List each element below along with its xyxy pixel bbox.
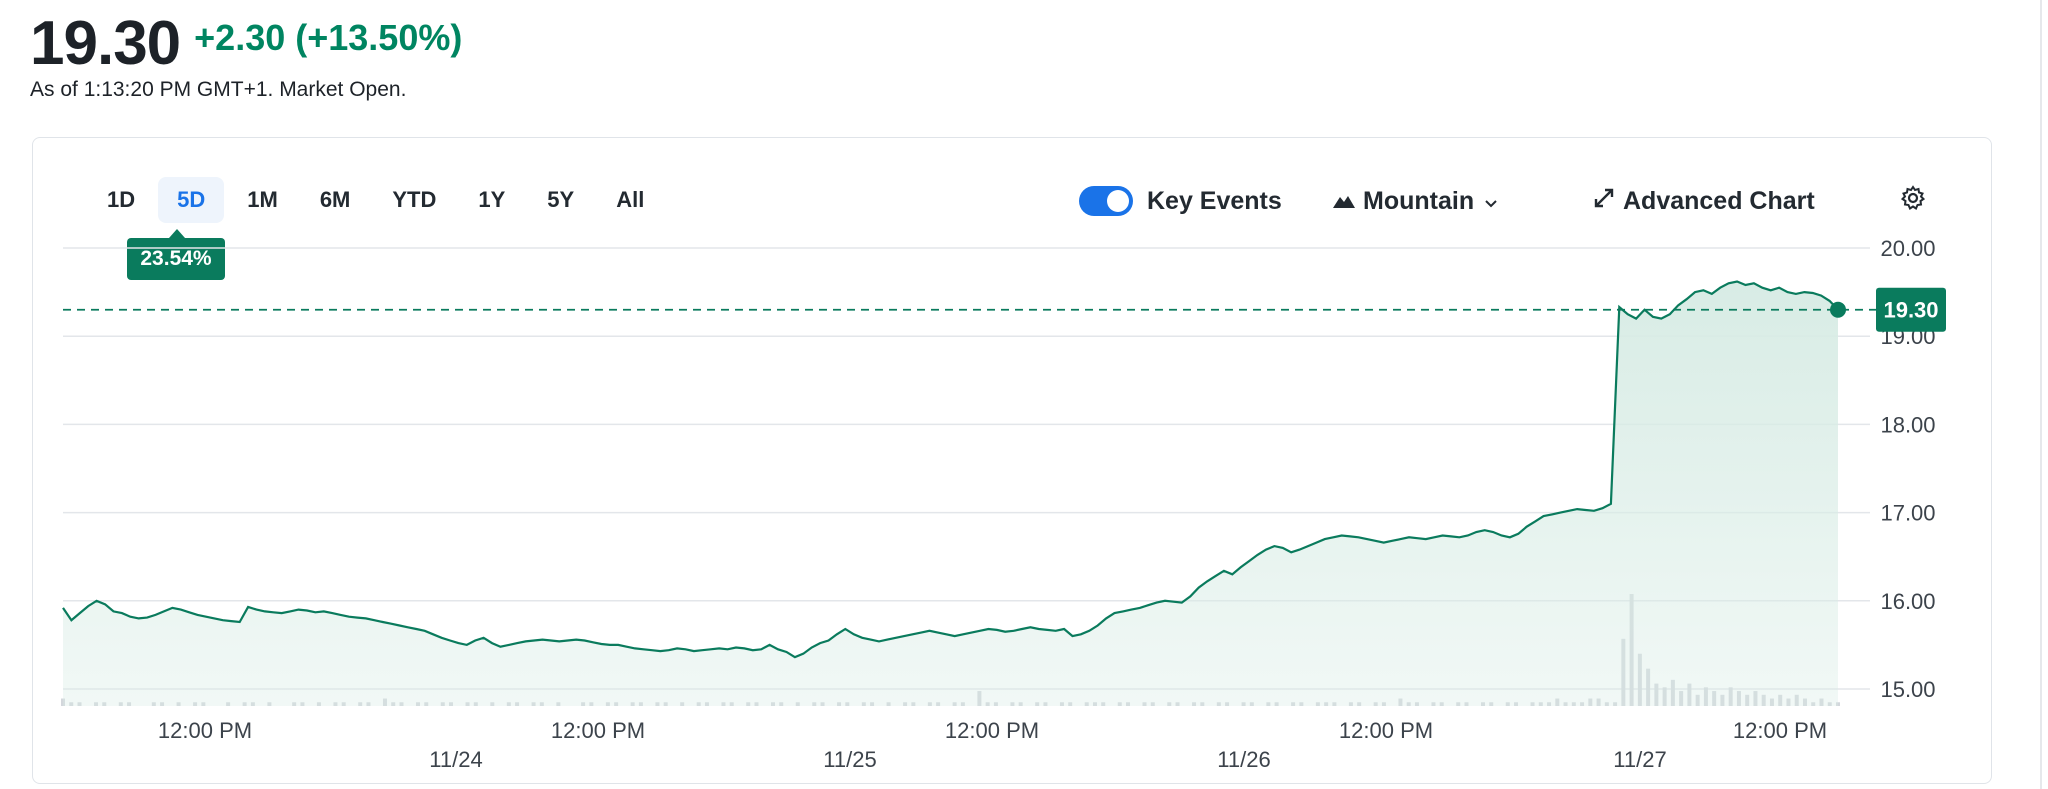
range-5y[interactable]: 5Y [547,187,575,212]
quote-header: 19.30 +2.30 (+13.50%) [30,8,462,79]
gear-icon [1899,184,1927,219]
current-price-box [1876,287,1946,332]
price-area [63,281,1838,706]
range-1y[interactable]: 1Y [478,187,506,212]
price-line [62,280,1839,659]
advanced-chart-label: Advanced Chart [1623,186,1815,215]
key-events-toggle[interactable]: Key Events [1079,179,1282,223]
current-price-dot [1830,301,1846,318]
x-tick-label: 12:00 PM [945,718,1039,743]
date-label: 11/26 [1217,747,1270,772]
range-selector: 1D 5D 1M 6M YTD 1Y 5Y All [88,177,667,223]
date-label: 11/27 [1613,747,1666,772]
current-price-label: 19.30 [1883,298,1938,323]
range-5d[interactable]: 5D [158,177,225,223]
market-status: As of 1:13:20 PM GMT+1. Market Open. [30,78,407,101]
toggle-switch[interactable] [1079,186,1133,216]
x-tick-label: 12:00 PM [551,718,645,743]
expand-icon [1593,187,1615,216]
current-price: 19.30 [30,9,181,78]
date-label: 11/25 [823,747,876,772]
page-divider [2040,0,2042,789]
y-tick-label: 18.00 [1880,412,1935,437]
range-change-badge: 23.54% [127,229,225,280]
range-1d[interactable]: 1D [107,187,136,212]
key-events-label: Key Events [1147,186,1282,215]
y-tick-label: 15.00 [1880,677,1935,702]
y-tick-label: 20.00 [1880,236,1935,261]
settings-button[interactable] [1899,179,1927,223]
mountain-icon [1333,187,1355,216]
x-tick-label: 12:00 PM [1339,718,1433,743]
advanced-chart-button[interactable]: Advanced Chart [1593,179,1815,223]
y-tick-label: 16.00 [1880,589,1935,614]
range-1m[interactable]: 1M [247,187,278,212]
chart-type-label: Mountain [1363,186,1475,215]
price-change: +2.30 (+13.50%) [194,16,463,58]
x-tick-label: 12:00 PM [1733,718,1827,743]
range-6m[interactable]: 6M [319,187,351,212]
chart-type-dropdown[interactable]: Mountain [1333,179,1498,223]
date-label: 11/24 [429,747,482,772]
x-tick-label: 12:00 PM [158,718,252,743]
range-all[interactable]: All [616,187,645,212]
chevron-down-icon [1484,187,1498,216]
y-tick-label: 17.00 [1880,501,1935,526]
range-ytd[interactable]: YTD [392,187,437,212]
